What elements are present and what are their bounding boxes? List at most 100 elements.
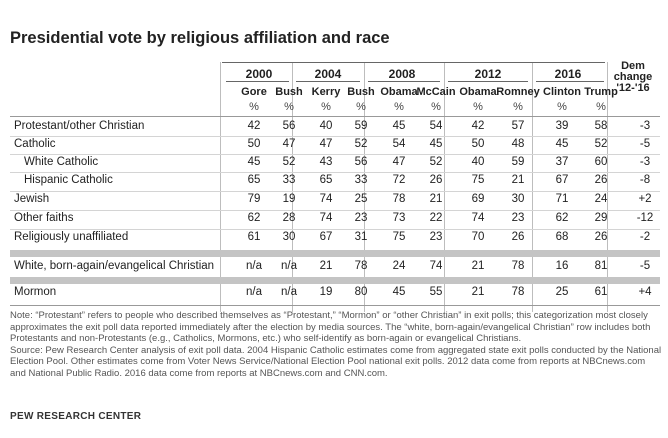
table-bottom-rule bbox=[10, 305, 660, 306]
value-cell: 78 bbox=[511, 286, 525, 298]
value-cell: 54 bbox=[429, 120, 443, 132]
value-cell: 21 bbox=[511, 174, 525, 186]
dem-change-cell: -12 bbox=[636, 212, 654, 224]
percent-unit: % bbox=[596, 101, 606, 113]
value-cell: n/a bbox=[246, 286, 262, 298]
row-label: Mormon bbox=[14, 286, 57, 298]
row-rule bbox=[10, 172, 660, 173]
value-cell: 16 bbox=[555, 260, 569, 272]
value-cell: 26 bbox=[429, 174, 443, 186]
candidate-header: Obama bbox=[380, 86, 418, 98]
value-cell: 29 bbox=[594, 212, 608, 224]
column-divider bbox=[220, 62, 221, 312]
value-cell: 59 bbox=[354, 120, 368, 132]
percent-unit: % bbox=[431, 101, 441, 113]
year-header: 2004 bbox=[314, 67, 342, 81]
column-divider bbox=[444, 62, 445, 312]
value-cell: 31 bbox=[354, 231, 368, 243]
value-cell: 40 bbox=[471, 156, 485, 168]
value-cell: 61 bbox=[247, 231, 261, 243]
value-cell: 56 bbox=[282, 120, 296, 132]
candidate-header: Kerry bbox=[311, 86, 341, 98]
value-cell: 72 bbox=[392, 174, 406, 186]
percent-unit: % bbox=[473, 101, 483, 113]
value-cell: 65 bbox=[319, 174, 333, 186]
value-cell: 24 bbox=[392, 260, 406, 272]
value-cell: 22 bbox=[429, 212, 443, 224]
pew-logo-text: PEW RESEARCH CENTER bbox=[10, 411, 142, 422]
value-cell: 21 bbox=[471, 260, 485, 272]
candidate-header: Bush bbox=[347, 86, 375, 98]
percent-unit: % bbox=[249, 101, 259, 113]
row-rule bbox=[10, 191, 660, 192]
value-cell: 45 bbox=[247, 156, 261, 168]
row-label: Other faiths bbox=[14, 212, 74, 224]
value-cell: 23 bbox=[429, 231, 443, 243]
value-cell: 45 bbox=[392, 286, 406, 298]
year-header: 2000 bbox=[245, 67, 273, 81]
dem-change-header: change bbox=[613, 71, 653, 83]
value-cell: 40 bbox=[319, 120, 333, 132]
value-cell: 52 bbox=[282, 156, 296, 168]
candidate-header: McCain bbox=[416, 86, 456, 98]
value-cell: 56 bbox=[354, 156, 368, 168]
value-cell: 26 bbox=[594, 174, 608, 186]
value-cell: 23 bbox=[354, 212, 368, 224]
value-cell: 74 bbox=[319, 212, 333, 224]
value-cell: 58 bbox=[594, 120, 608, 132]
value-cell: 78 bbox=[392, 193, 406, 205]
table-row: Other faiths 62 28 74 23 73 22 74 23 62 29 -12 bbox=[10, 211, 660, 229]
year-rule bbox=[448, 81, 528, 82]
value-cell: 28 bbox=[282, 212, 296, 224]
value-cell: n/a bbox=[246, 260, 262, 272]
candidate-header: Trump bbox=[584, 86, 618, 98]
table-row: White, born-again/evangelical Christian n… bbox=[10, 259, 660, 277]
row-label: White Catholic bbox=[24, 156, 99, 168]
candidate-header: Bush bbox=[275, 86, 303, 98]
source-text: Source: Pew Research Center analysis of … bbox=[10, 344, 662, 379]
value-cell: 69 bbox=[471, 193, 485, 205]
table-row: Protestant/other Christian 42 56 40 59 45 54 42… bbox=[10, 119, 660, 137]
row-label: Protestant/other Christian bbox=[14, 120, 145, 132]
value-cell: 52 bbox=[594, 138, 608, 150]
row-label: Hispanic Catholic bbox=[24, 174, 113, 186]
column-divider bbox=[532, 62, 533, 312]
value-cell: 25 bbox=[354, 193, 368, 205]
value-cell: 74 bbox=[319, 193, 333, 205]
value-cell: 23 bbox=[511, 212, 525, 224]
value-cell: 26 bbox=[594, 231, 608, 243]
year-header: 2008 bbox=[388, 67, 416, 81]
value-cell: 52 bbox=[354, 138, 368, 150]
year-rule bbox=[296, 81, 360, 82]
value-cell: 78 bbox=[511, 260, 525, 272]
value-cell: 52 bbox=[429, 156, 443, 168]
value-cell: 79 bbox=[247, 193, 261, 205]
row-label: Catholic bbox=[14, 138, 56, 150]
value-cell: 25 bbox=[555, 286, 569, 298]
footnote: Note: “Protestant” refers to people who … bbox=[10, 310, 662, 379]
value-cell: 67 bbox=[555, 174, 569, 186]
candidate-header: Obama bbox=[459, 86, 497, 98]
value-cell: 45 bbox=[555, 138, 569, 150]
row-rule bbox=[10, 229, 660, 230]
note-text: Note: “Protestant” refers to people who … bbox=[10, 310, 651, 344]
value-cell: 37 bbox=[555, 156, 569, 168]
value-cell: 62 bbox=[247, 212, 261, 224]
candidate-header: Gore bbox=[241, 86, 267, 98]
table-row: Jewish 79 19 74 25 78 21 69 30 71 24 +2 bbox=[10, 192, 660, 210]
dem-change-cell: -8 bbox=[639, 174, 651, 186]
year-header: 2016 bbox=[554, 67, 582, 81]
dem-change-cell: -5 bbox=[639, 138, 651, 150]
percent-unit: % bbox=[321, 101, 331, 113]
value-cell: 45 bbox=[429, 138, 443, 150]
value-cell: 42 bbox=[247, 120, 261, 132]
table-row: Catholic 50 47 47 52 54 45 50 48 45 52 -5 bbox=[10, 137, 660, 155]
row-label: Jewish bbox=[14, 193, 50, 205]
dem-change-header: '12-'16 bbox=[616, 82, 650, 94]
candidate-header: Romney bbox=[496, 86, 540, 98]
row-label: Religiously unaffiliated bbox=[14, 231, 129, 243]
value-cell: 75 bbox=[392, 231, 406, 243]
value-cell: n/a bbox=[281, 286, 297, 298]
dem-change-cell: +2 bbox=[638, 193, 652, 205]
section-separator bbox=[10, 250, 660, 257]
